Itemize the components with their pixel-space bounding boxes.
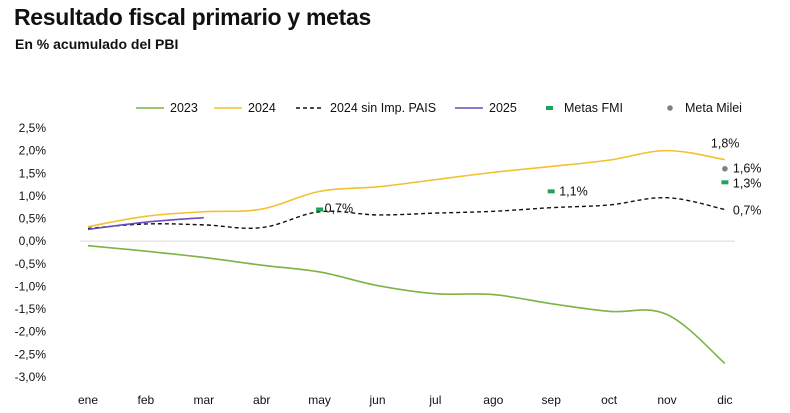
legend-label: 2025 bbox=[489, 101, 517, 115]
x-tick-label: may bbox=[308, 393, 331, 407]
legend-label: 2023 bbox=[170, 101, 198, 115]
y-tick-label: 2,5% bbox=[19, 121, 47, 135]
y-tick-label: -2,0% bbox=[15, 325, 47, 339]
y-tick-label: 2,0% bbox=[19, 144, 47, 158]
y-tick-label: 1,0% bbox=[19, 189, 47, 203]
x-tick-label: feb bbox=[138, 393, 155, 407]
metas-fmi-marker bbox=[316, 207, 324, 212]
legend-label: Metas FMI bbox=[564, 101, 623, 115]
y-tick-label: -3,0% bbox=[15, 370, 47, 384]
series-line-2024 bbox=[87, 149, 726, 228]
x-tick-label: oct bbox=[601, 393, 618, 407]
data-label: 1,6% bbox=[733, 162, 762, 176]
x-tick-label: mar bbox=[193, 393, 214, 407]
legend-label: Meta Milei bbox=[685, 101, 742, 115]
x-tick-label: dic bbox=[717, 393, 732, 407]
x-tick-label: nov bbox=[657, 393, 676, 407]
y-tick-label: 0,5% bbox=[19, 212, 47, 226]
data-label: 1,8% bbox=[711, 137, 740, 151]
metas-fmi-marker bbox=[547, 189, 555, 194]
chart-title: Resultado fiscal primario y metas bbox=[14, 4, 371, 30]
x-tick-label: sep bbox=[542, 393, 562, 407]
series-line-2025 bbox=[87, 216, 204, 231]
meta-milei-marker bbox=[722, 165, 728, 172]
legend-label: 2024 sin Imp. PAIS bbox=[330, 101, 436, 115]
legend-swatch bbox=[667, 105, 673, 111]
y-tick-label: -2,5% bbox=[15, 347, 47, 361]
x-tick-label: jul bbox=[428, 393, 441, 407]
y-tick-label: -1,5% bbox=[15, 302, 47, 316]
series-line-2023 bbox=[87, 244, 726, 365]
data-label: 1,3% bbox=[733, 176, 762, 190]
y-tick-label: 0,0% bbox=[19, 234, 47, 248]
data-label: 0,7% bbox=[325, 201, 354, 215]
y-tick-label: -1,0% bbox=[15, 279, 47, 293]
x-tick-label: abr bbox=[253, 393, 270, 407]
x-tick-label: ene bbox=[78, 393, 98, 407]
y-tick-label: -0,5% bbox=[15, 257, 47, 271]
legend-label: 2024 bbox=[248, 101, 276, 115]
data-label: 0,7% bbox=[733, 203, 762, 217]
x-tick-label: jun bbox=[368, 393, 385, 407]
y-tick-label: 1,5% bbox=[19, 166, 47, 180]
x-tick-label: ago bbox=[483, 393, 503, 407]
metas-fmi-marker bbox=[721, 180, 729, 185]
data-label: 1,1% bbox=[559, 184, 588, 198]
legend-swatch bbox=[546, 106, 553, 110]
chart-subtitle: En % acumulado del PBI bbox=[15, 36, 179, 52]
